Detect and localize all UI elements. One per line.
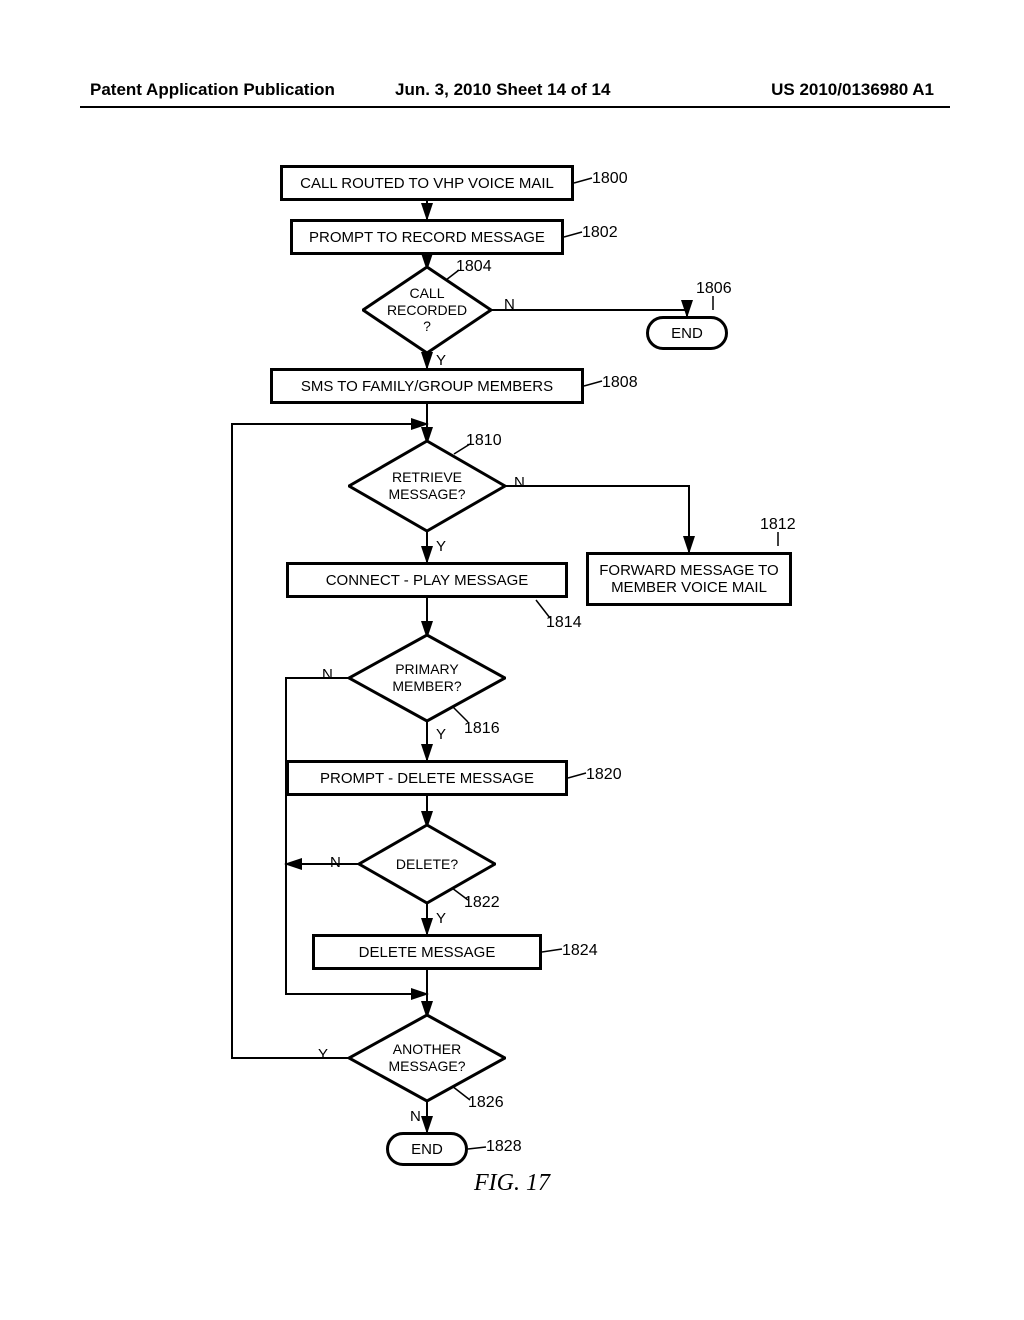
yn-1816-n: N bbox=[322, 666, 333, 683]
node-1828: END bbox=[386, 1132, 468, 1166]
ref-1822: 1822 bbox=[464, 894, 500, 912]
node-1808-text: SMS TO FAMILY/GROUP MEMBERS bbox=[301, 378, 553, 395]
node-1824: DELETE MESSAGE bbox=[312, 934, 542, 970]
node-1804-text: CALL RECORDED ? bbox=[387, 285, 467, 335]
page: Patent Application Publication Jun. 3, 2… bbox=[0, 0, 1024, 1320]
node-1810-text: RETRIEVE MESSAGE? bbox=[388, 469, 465, 503]
ref-1802: 1802 bbox=[582, 224, 618, 242]
ref-1814: 1814 bbox=[546, 614, 582, 632]
ref-1828: 1828 bbox=[486, 1138, 522, 1156]
node-1820: PROMPT - DELETE MESSAGE bbox=[286, 760, 568, 796]
node-1808: SMS TO FAMILY/GROUP MEMBERS bbox=[270, 368, 584, 404]
node-1816: PRIMARY MEMBER? bbox=[348, 634, 506, 722]
ref-1826: 1826 bbox=[468, 1094, 504, 1112]
yn-1822-y: Y bbox=[436, 910, 446, 927]
node-1816-text: PRIMARY MEMBER? bbox=[392, 661, 461, 695]
node-1806-text: END bbox=[671, 325, 703, 342]
node-1812: FORWARD MESSAGE TO MEMBER VOICE MAIL bbox=[586, 552, 792, 606]
yn-1804-n: N bbox=[504, 296, 515, 313]
node-1812-text: FORWARD MESSAGE TO MEMBER VOICE MAIL bbox=[599, 562, 778, 596]
ref-1812: 1812 bbox=[760, 516, 796, 534]
node-1802: PROMPT TO RECORD MESSAGE bbox=[290, 219, 564, 255]
node-1814: CONNECT - PLAY MESSAGE bbox=[286, 562, 568, 598]
node-1828-text: END bbox=[411, 1141, 443, 1158]
node-1806: END bbox=[646, 316, 728, 350]
yn-1826-y: Y bbox=[318, 1046, 328, 1063]
node-1804: CALL RECORDED ? bbox=[362, 266, 492, 354]
node-1800-text: CALL ROUTED TO VHP VOICE MAIL bbox=[300, 175, 554, 192]
yn-1810-y: Y bbox=[436, 538, 446, 555]
node-1814-text: CONNECT - PLAY MESSAGE bbox=[326, 572, 529, 589]
ref-1810: 1810 bbox=[466, 432, 502, 450]
yn-1822-n: N bbox=[330, 854, 341, 871]
node-1810: RETRIEVE MESSAGE? bbox=[348, 440, 506, 532]
yn-1804-y: Y bbox=[436, 352, 446, 369]
ref-1808: 1808 bbox=[602, 374, 638, 392]
ref-1800: 1800 bbox=[592, 170, 628, 188]
ref-1820: 1820 bbox=[586, 766, 622, 784]
figure-caption: FIG. 17 bbox=[0, 1170, 1024, 1197]
yn-1810-n: N bbox=[514, 474, 525, 491]
node-1824-text: DELETE MESSAGE bbox=[359, 944, 496, 961]
node-1800: CALL ROUTED TO VHP VOICE MAIL bbox=[280, 165, 574, 201]
node-1826: ANOTHER MESSAGE? bbox=[348, 1014, 506, 1102]
node-1822: DELETE? bbox=[358, 824, 496, 904]
ref-1816: 1816 bbox=[464, 720, 500, 738]
node-1820-text: PROMPT - DELETE MESSAGE bbox=[320, 770, 534, 787]
ref-1806: 1806 bbox=[696, 280, 732, 298]
node-1826-text: ANOTHER MESSAGE? bbox=[388, 1041, 465, 1075]
yn-1826-n: N bbox=[410, 1108, 421, 1125]
node-1822-text: DELETE? bbox=[396, 856, 458, 873]
ref-1804: 1804 bbox=[456, 258, 492, 276]
yn-1816-y: Y bbox=[436, 726, 446, 743]
ref-1824: 1824 bbox=[562, 942, 598, 960]
node-1802-text: PROMPT TO RECORD MESSAGE bbox=[309, 229, 545, 246]
